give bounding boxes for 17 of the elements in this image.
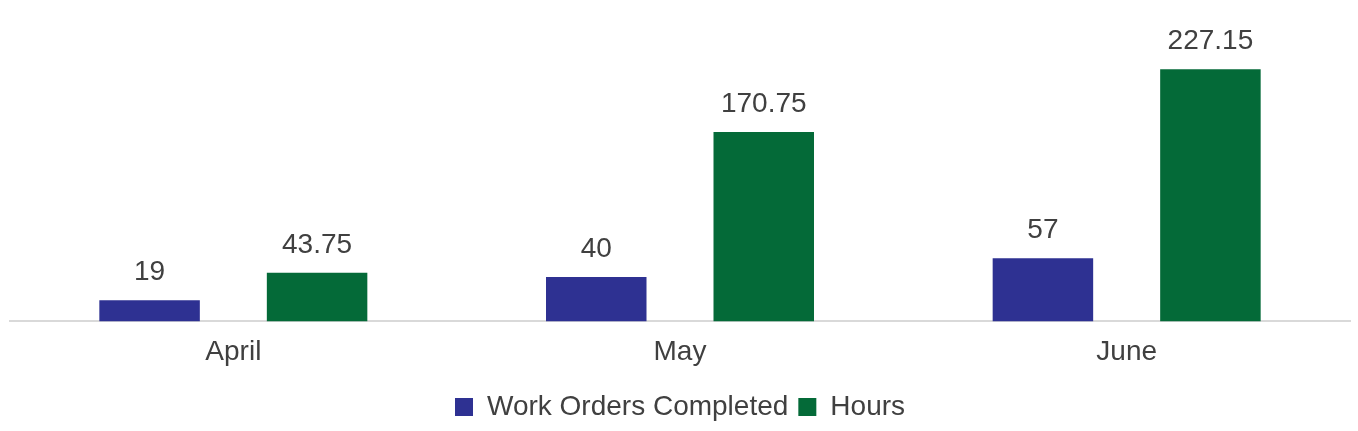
data-label: 19 — [134, 255, 166, 287]
data-label: 227.15 — [1167, 24, 1254, 56]
x-tick-label: April — [205, 334, 262, 366]
bar — [1160, 69, 1261, 322]
legend-label: Work Orders Completed — [486, 389, 789, 421]
data-label: 57 — [1027, 212, 1059, 244]
x-tick-label: June — [1096, 334, 1158, 366]
bar — [992, 258, 1094, 322]
bar — [266, 272, 368, 322]
legend-label: Hours — [830, 389, 906, 421]
data-label: 43.75 — [282, 227, 353, 259]
bar — [713, 131, 814, 322]
bar — [546, 277, 647, 322]
data-label: 170.75 — [720, 86, 807, 118]
x-tick-label: May — [653, 334, 707, 366]
data-label: 40 — [580, 231, 612, 263]
bar — [99, 300, 200, 322]
